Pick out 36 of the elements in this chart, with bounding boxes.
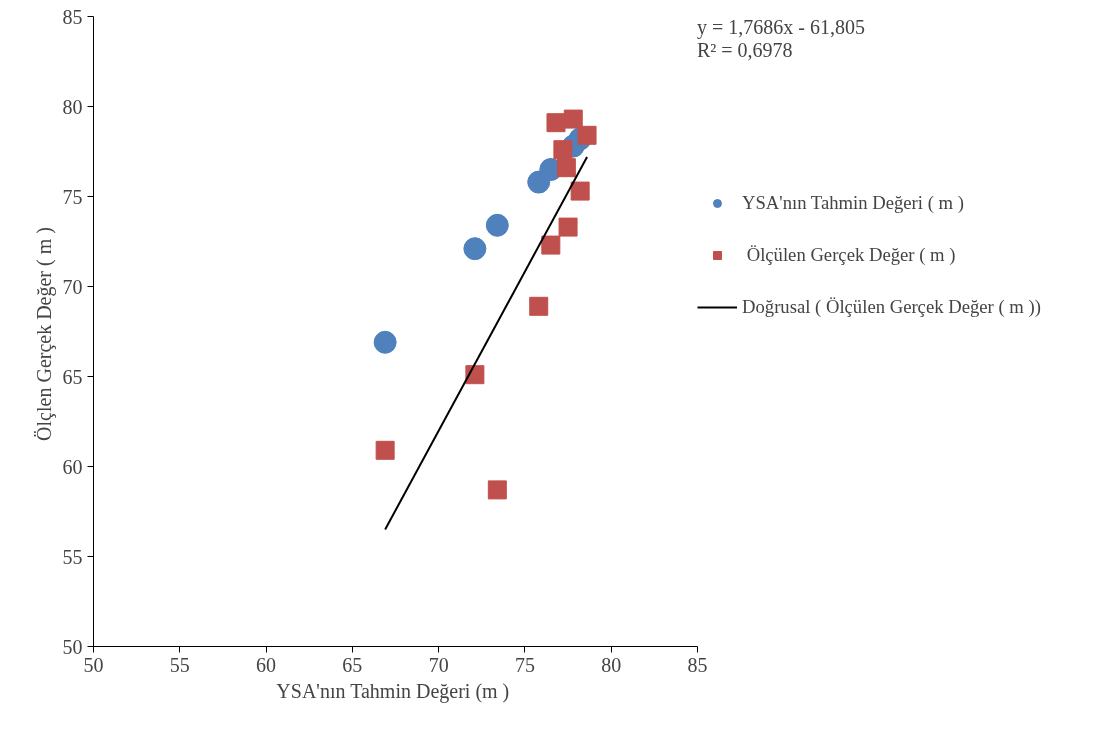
y-tick-label: 85 xyxy=(62,5,83,28)
y-tick-label: 70 xyxy=(62,275,83,298)
point xyxy=(529,296,549,316)
point xyxy=(375,440,395,460)
y-tick-label: 50 xyxy=(62,635,83,658)
x-tick-label: 55 xyxy=(169,653,190,676)
point xyxy=(556,158,576,178)
x-tick-label: 50 xyxy=(83,653,104,676)
y-tick-label: 75 xyxy=(62,185,83,208)
point xyxy=(546,113,566,133)
legend-label: Doğrusal ( Ölçülen Gerçek Değer ( m )) xyxy=(742,296,1041,318)
x-tick-label: 85 xyxy=(687,653,708,676)
x-tick-label: 70 xyxy=(428,653,449,676)
point xyxy=(558,217,578,237)
point xyxy=(485,213,509,237)
x-tick-label: 75 xyxy=(514,653,535,676)
annotation: y = 1,7686x - 61,805 R² = 0,6978 xyxy=(697,16,866,62)
legend-label: YSA'nın Tahmin Değeri ( m ) xyxy=(742,192,964,214)
y-axis-title: Ölçlen Gerçek Değer ( m ) xyxy=(32,227,56,441)
point xyxy=(553,140,573,160)
legend-label: Ölçülen Gerçek Değer ( m ) xyxy=(745,244,956,266)
point xyxy=(563,109,583,129)
point xyxy=(373,330,397,354)
y-tick-label: 55 xyxy=(62,545,83,568)
x-axis-title: YSA'nın Tahmin Değeri (m ) xyxy=(276,679,510,703)
point xyxy=(577,125,597,145)
point xyxy=(487,480,507,500)
y-tick-label: 80 xyxy=(62,95,83,118)
y-tick-label: 60 xyxy=(62,455,83,478)
x-tick-label: 60 xyxy=(256,653,277,676)
x-tick-label: 65 xyxy=(342,653,363,676)
point xyxy=(570,181,590,201)
x-tick-label: 80 xyxy=(601,653,622,676)
point xyxy=(541,235,561,255)
y-tick-label: 65 xyxy=(62,365,83,388)
point xyxy=(463,237,487,261)
